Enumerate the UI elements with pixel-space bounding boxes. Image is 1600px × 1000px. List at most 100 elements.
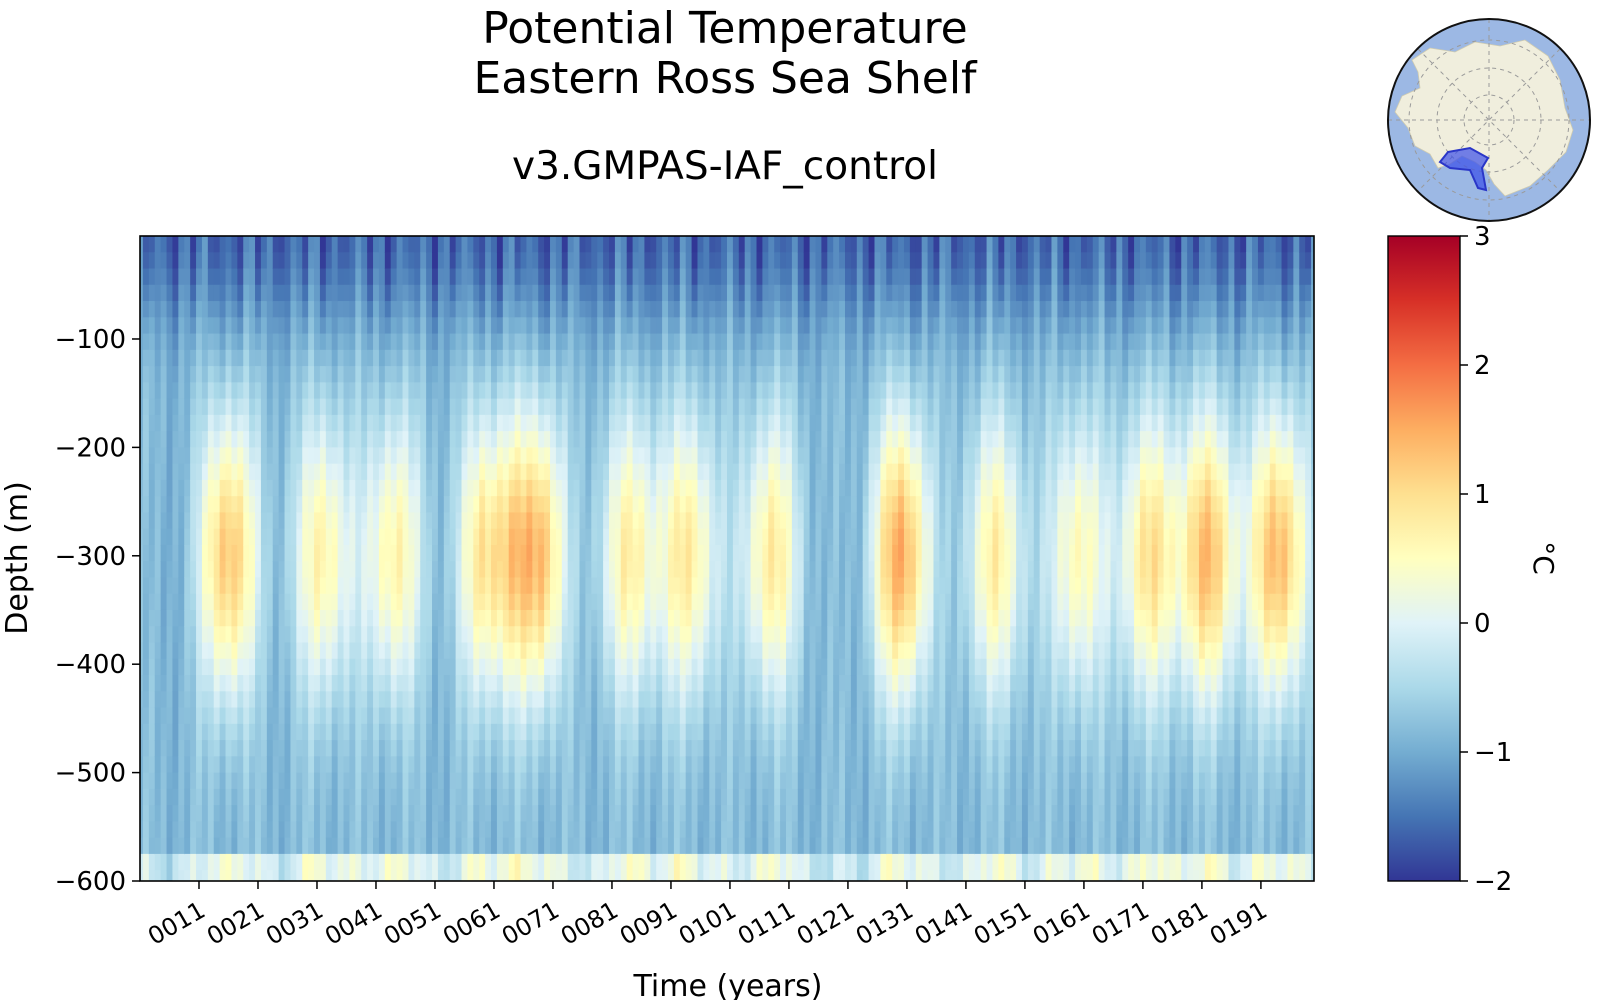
heatmap-cell	[290, 642, 297, 660]
heatmap-cell	[449, 382, 457, 400]
heatmap-cell	[809, 805, 817, 822]
heatmap-cell	[614, 756, 622, 774]
heatmap-cell	[750, 561, 758, 579]
heatmap-cell	[844, 870, 852, 881]
heatmap-cell	[443, 756, 451, 774]
heatmap-cell	[485, 382, 492, 400]
heatmap-cell	[638, 528, 646, 546]
heatmap-cell	[821, 236, 828, 253]
heatmap-cell	[231, 870, 238, 881]
heatmap-cell	[579, 317, 587, 335]
heatmap-cell	[744, 593, 752, 611]
heatmap-cell	[585, 252, 592, 270]
heatmap-cell	[868, 301, 876, 318]
heatmap-cell	[862, 658, 870, 676]
heatmap-cell	[355, 301, 362, 318]
heatmap-cell	[496, 707, 504, 725]
heatmap-cell	[650, 788, 657, 806]
heatmap-cell	[555, 642, 563, 660]
heatmap-cell	[467, 414, 474, 432]
heatmap-cell	[479, 821, 486, 839]
heatmap-cell	[461, 512, 469, 530]
heatmap-cell	[184, 707, 191, 725]
heatmap-cell	[302, 284, 309, 302]
heatmap-cell	[367, 675, 374, 692]
heatmap-cell	[314, 431, 321, 448]
heatmap-cell	[390, 301, 398, 318]
heatmap-cell	[367, 788, 374, 806]
heatmap-cell	[296, 236, 303, 253]
heatmap-cell	[437, 528, 445, 546]
heatmap-cell	[485, 398, 492, 416]
heatmap-cell	[243, 626, 250, 644]
heatmap-cell	[650, 252, 657, 270]
heatmap-cell	[791, 870, 799, 881]
heatmap-cell	[839, 382, 846, 400]
heatmap-cell	[508, 642, 516, 660]
heatmap-cell	[638, 658, 646, 676]
heatmap-cell	[402, 268, 410, 286]
heatmap-cell	[703, 626, 710, 644]
heatmap-cell	[532, 788, 539, 806]
heatmap-cell	[697, 366, 704, 383]
heatmap-cell	[349, 658, 356, 676]
heatmap-cell	[437, 561, 445, 579]
heatmap-cell	[178, 675, 185, 692]
heatmap-cell	[272, 772, 280, 790]
heatmap-cell	[762, 382, 769, 400]
heatmap-cell	[296, 870, 303, 881]
heatmap-cell	[573, 723, 581, 741]
heatmap-cell	[172, 642, 179, 660]
heatmap-cell	[390, 496, 398, 514]
heatmap-cell	[591, 853, 598, 871]
heatmap-cell	[278, 853, 286, 871]
heatmap-cell	[591, 496, 598, 514]
heatmap-cell	[455, 252, 463, 270]
heatmap-cell	[491, 821, 498, 839]
heatmap-cell	[632, 658, 640, 676]
heatmap-cell	[331, 268, 339, 286]
heatmap-cell	[443, 675, 451, 692]
heatmap-cell	[225, 675, 233, 692]
heatmap-cell	[868, 431, 876, 448]
heatmap-cell	[697, 544, 704, 562]
heatmap-cell	[532, 479, 539, 497]
heatmap-cell	[727, 431, 734, 448]
heatmap-cell	[614, 512, 622, 530]
heatmap-cell	[850, 398, 858, 416]
heatmap-cell	[207, 788, 215, 806]
heatmap-cell	[555, 821, 563, 839]
heatmap-cell	[166, 528, 174, 546]
heatmap-cell	[449, 479, 457, 497]
heatmap-cell	[219, 707, 227, 725]
heatmap-cell	[473, 723, 480, 741]
heatmap-cell	[414, 236, 421, 253]
heatmap-cell	[502, 723, 510, 741]
heatmap-cell	[367, 512, 374, 530]
heatmap-cell	[591, 609, 598, 627]
heatmap-cell	[744, 366, 752, 383]
heatmap-cell	[361, 317, 368, 335]
heatmap-cell	[437, 414, 445, 432]
heatmap-cell	[207, 398, 215, 416]
heatmap-cell	[255, 284, 262, 302]
heatmap-cell	[432, 544, 439, 562]
heatmap-cell	[426, 788, 433, 806]
heatmap-cell	[673, 414, 681, 432]
heatmap-cell	[443, 788, 451, 806]
heatmap-cell	[762, 284, 769, 302]
heatmap-cell	[408, 447, 415, 465]
heatmap-cell	[744, 821, 752, 839]
heatmap-cell	[166, 675, 174, 692]
heatmap-cell	[768, 447, 775, 465]
heatmap-cell	[355, 609, 362, 627]
heatmap-cell	[373, 740, 380, 757]
heatmap-cell	[833, 740, 840, 757]
heatmap-cell	[278, 756, 286, 774]
heatmap-cell	[325, 870, 333, 881]
heatmap-cell	[579, 544, 587, 562]
heatmap-cell	[296, 723, 303, 741]
heatmap-cell	[349, 512, 356, 530]
heatmap-cell	[461, 821, 469, 839]
heatmap-cell	[833, 609, 840, 627]
